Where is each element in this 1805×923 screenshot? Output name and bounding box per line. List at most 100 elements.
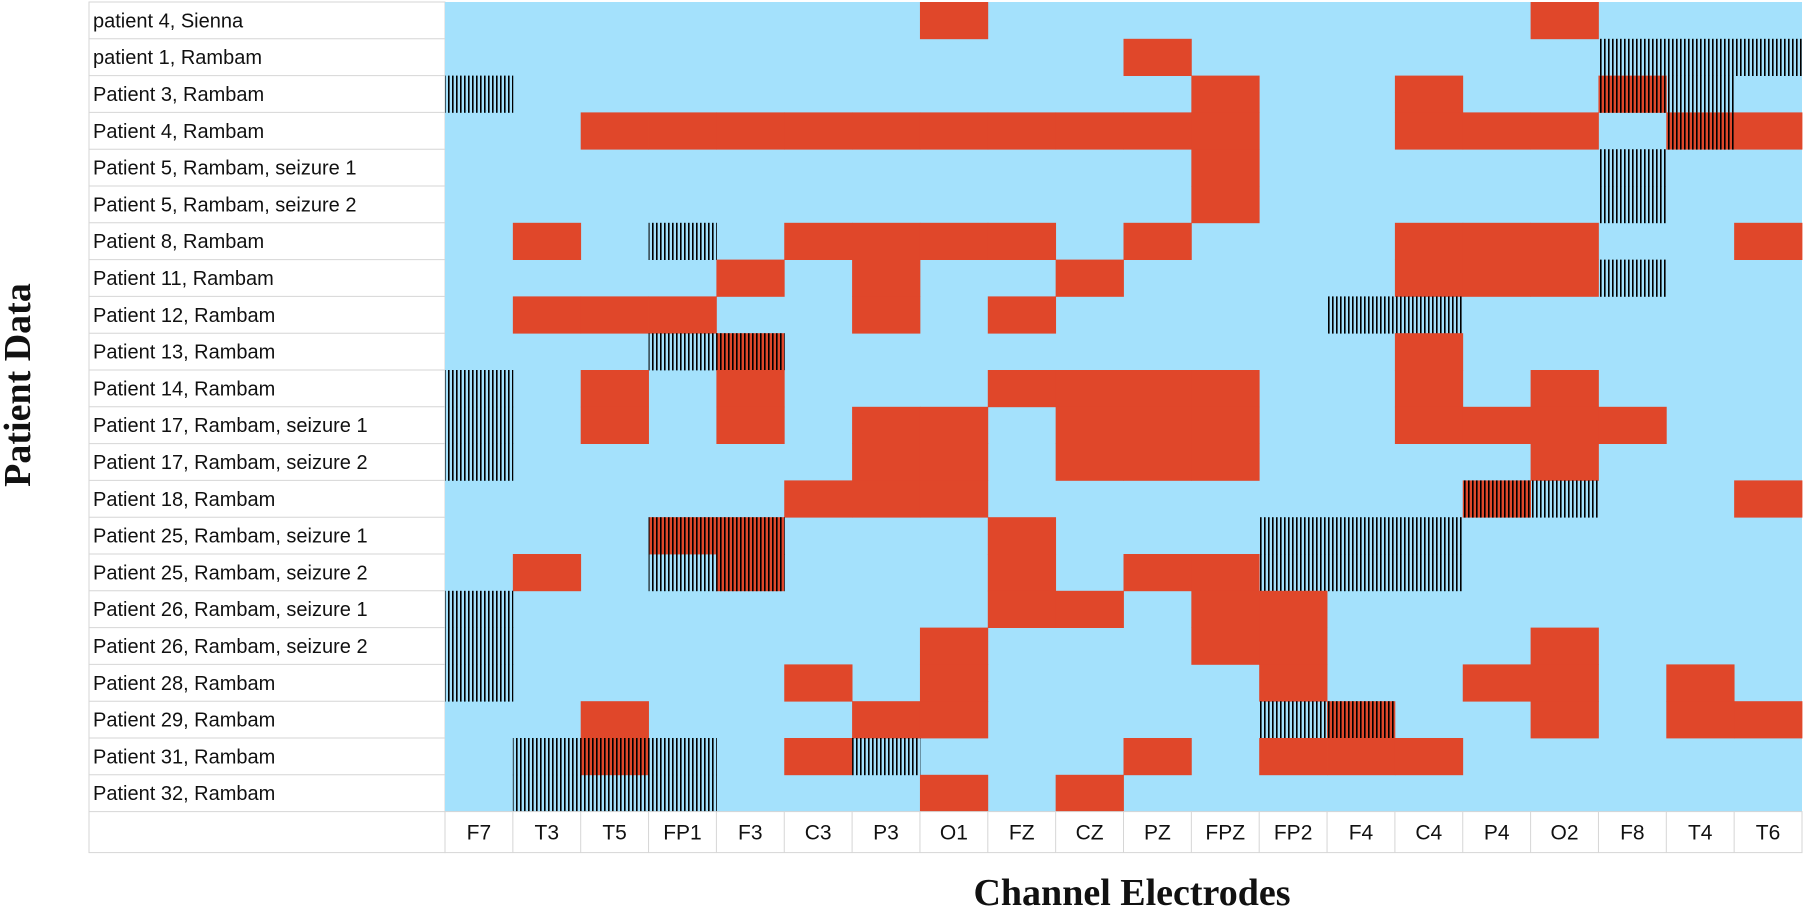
cell-hatched: [445, 627, 514, 665]
cell-red: [1191, 627, 1260, 665]
cell-red: [919, 701, 989, 739]
x-tick-label: P3: [873, 822, 899, 845]
cell-hatched: [1259, 701, 1328, 739]
cell-red: [1394, 738, 1464, 776]
cell-hatched: [1259, 517, 1328, 555]
cell-hatched: [648, 517, 717, 555]
cell-red: [1530, 627, 1599, 665]
cell-red: [1530, 112, 1599, 150]
cell-red: [580, 701, 649, 739]
cell-hatched: [512, 774, 582, 812]
cell-hatched: [1394, 517, 1464, 555]
x-tick-label: F7: [467, 822, 492, 845]
cell-hatched: [445, 590, 514, 628]
row-label: Patient 26, Rambam, seizure 1: [93, 599, 368, 621]
cell-red: [784, 222, 853, 260]
cell-red: [1123, 38, 1192, 76]
row-label: Patient 32, Rambam: [93, 783, 275, 805]
x-tick-label: C3: [805, 822, 832, 845]
cell-red: [919, 222, 989, 260]
row-label: Patient 3, Rambam: [93, 84, 264, 106]
cell-red: [1191, 370, 1260, 408]
x-tick-label: T6: [1756, 822, 1781, 845]
cell-red: [919, 480, 989, 518]
cell-red: [1055, 370, 1124, 408]
cell-red: [580, 296, 649, 334]
cell-red: [1394, 333, 1464, 371]
cell-hatched: [445, 664, 514, 702]
cell-red: [512, 296, 582, 334]
cell-red: [1055, 443, 1124, 481]
cell-red: [1666, 664, 1735, 702]
cell-hatched: [445, 370, 514, 408]
cell-red: [580, 370, 649, 408]
cell-hatched: [1327, 554, 1396, 592]
cell-red: [1123, 738, 1192, 776]
row-label: Patient 25, Rambam, seizure 1: [93, 526, 368, 548]
cell-red: [1530, 406, 1599, 444]
cell-red: [1530, 701, 1599, 739]
cell-red: [1123, 406, 1192, 444]
cell-red: [716, 370, 785, 408]
cell-hatched: [716, 554, 785, 592]
cell-hatched: [1598, 149, 1667, 187]
cell-hatched: [580, 774, 649, 812]
cell-hatched: [1259, 554, 1328, 592]
cell-red: [1055, 259, 1124, 297]
row-label: Patient 31, Rambam: [93, 746, 275, 768]
cell-hatched: [1394, 296, 1464, 334]
cell-red: [987, 370, 1057, 408]
cell-hatched: [445, 75, 514, 113]
cell-red: [919, 112, 989, 150]
cell-red: [1055, 406, 1124, 444]
cell-red: [1394, 112, 1464, 150]
row-label: Patient 14, Rambam: [93, 378, 275, 400]
cell-red: [852, 259, 921, 297]
cell-red: [1530, 259, 1599, 297]
cell-hatched: [1462, 480, 1531, 518]
cell-red: [1191, 112, 1260, 150]
x-tick-label: FPZ: [1205, 822, 1245, 845]
cell-hatched: [716, 517, 785, 555]
x-tick-label: O1: [940, 822, 968, 845]
cell-red: [1191, 554, 1260, 592]
cell-red: [784, 112, 853, 150]
cell-red: [1123, 222, 1192, 260]
cell-red: [1191, 406, 1260, 444]
cell-hatched: [648, 774, 717, 812]
cell-hatched: [648, 554, 717, 592]
heatmap-grid: [445, 2, 1803, 812]
cell-hatched: [1598, 186, 1667, 224]
cell-red: [784, 480, 853, 518]
row-label: Patient 17, Rambam, seizure 1: [93, 415, 368, 437]
x-tick-label: O2: [1551, 822, 1579, 845]
cell-red: [716, 259, 785, 297]
cell-red: [852, 480, 921, 518]
cell-red: [1734, 112, 1803, 150]
row-label: Patient 18, Rambam: [93, 489, 275, 511]
cell-red: [1191, 590, 1260, 628]
cell-red: [1191, 75, 1260, 113]
cell-red: [1530, 664, 1599, 702]
cell-red: [852, 296, 921, 334]
row-label: Patient 5, Rambam, seizure 1: [93, 158, 356, 180]
row-label: patient 4, Sienna: [93, 10, 244, 32]
cell-red: [987, 222, 1057, 260]
cell-hatched: [512, 738, 582, 776]
x-axis-title: Channel Electrodes: [973, 872, 1290, 914]
cell-red: [1191, 186, 1260, 224]
cell-red: [852, 222, 921, 260]
cell-red: [784, 664, 853, 702]
x-tick-label: PZ: [1144, 822, 1171, 845]
cell-red: [1462, 406, 1531, 444]
x-tick-label: FP1: [663, 822, 702, 845]
cell-red: [919, 664, 989, 702]
cell-hatched: [648, 222, 717, 260]
cell-hatched: [648, 333, 717, 371]
x-tick-label: T3: [535, 822, 560, 845]
cell-red: [852, 701, 921, 739]
cell-red: [1666, 701, 1735, 739]
x-tick-label: FP2: [1274, 822, 1313, 845]
cell-red: [1259, 627, 1328, 665]
x-tick-label: T4: [1688, 822, 1713, 845]
